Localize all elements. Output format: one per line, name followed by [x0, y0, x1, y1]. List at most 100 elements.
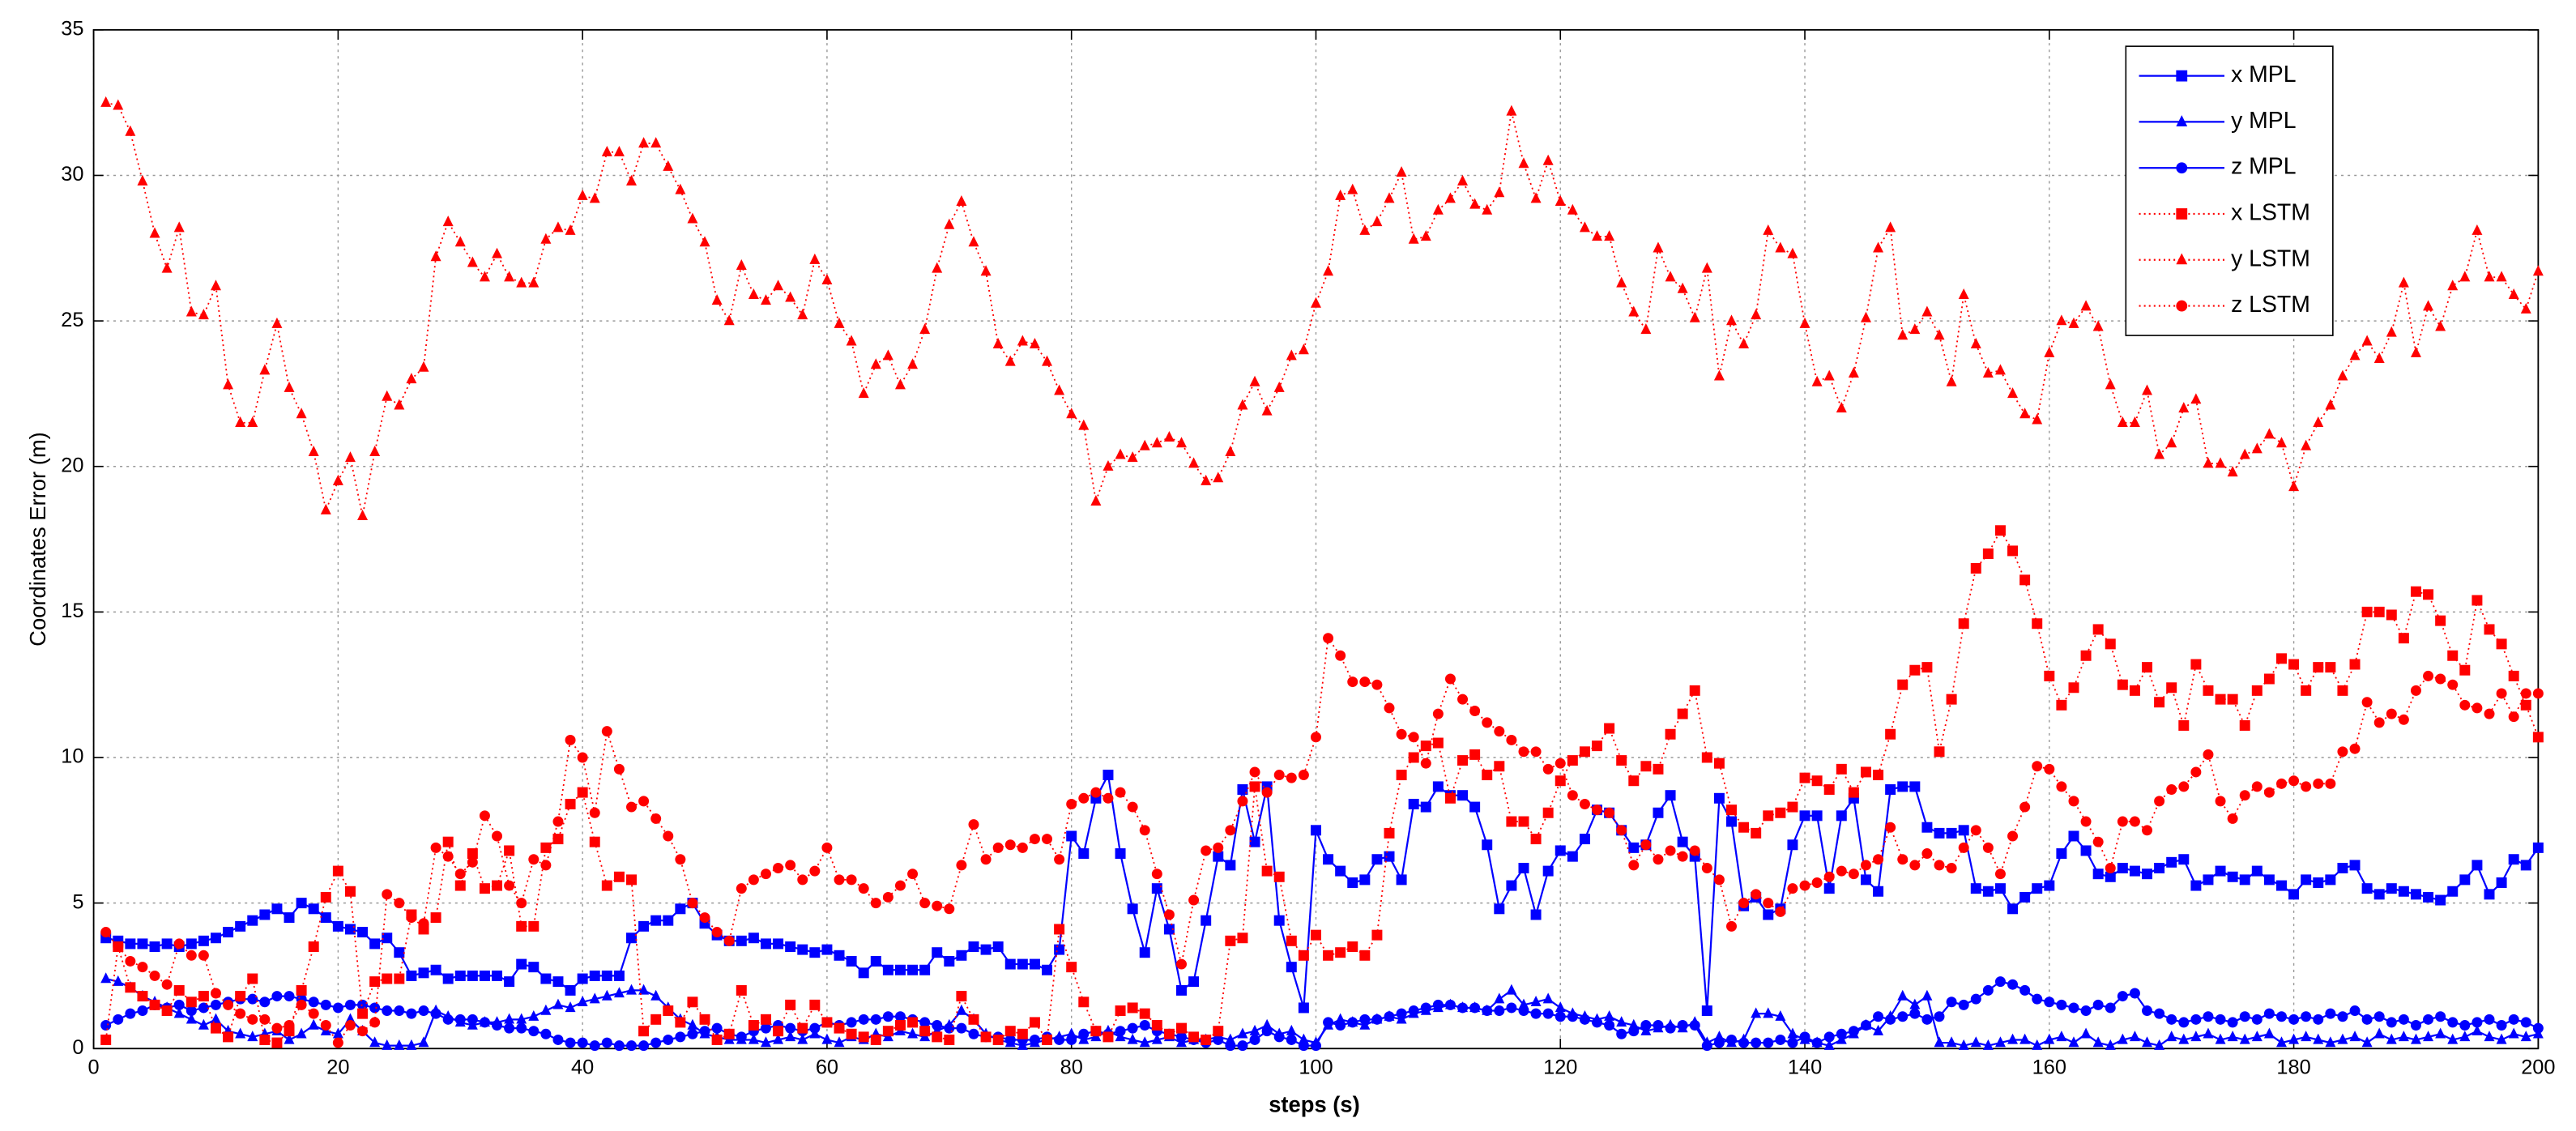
data-point [1934, 329, 1945, 340]
data-point [2166, 437, 2177, 448]
data-point [1494, 761, 1505, 772]
data-point [1078, 997, 1090, 1008]
data-point [1151, 883, 1162, 894]
data-point [173, 984, 185, 996]
data-point [1139, 825, 1150, 836]
data-point [2105, 1039, 2116, 1050]
data-point [2019, 801, 2031, 813]
data-point [699, 1026, 710, 1037]
data-point [638, 984, 650, 995]
data-point [382, 1005, 393, 1017]
data-point [577, 189, 588, 200]
data-point [2276, 1011, 2287, 1022]
data-point [394, 1039, 405, 1050]
data-point [2361, 1036, 2373, 1048]
data-point [528, 962, 540, 973]
data-point [650, 989, 662, 1001]
data-point [760, 869, 771, 880]
data-point [2105, 863, 2116, 874]
data-point [1542, 763, 1554, 775]
data-point [1811, 375, 1823, 386]
data-point [1799, 317, 1810, 328]
data-point [1604, 1020, 1615, 1031]
data-point [1713, 758, 1725, 769]
data-point [149, 999, 160, 1010]
data-point [2398, 714, 2409, 725]
data-point [663, 160, 674, 171]
data-point [1946, 1036, 1957, 1048]
data-point [320, 1020, 331, 1031]
data-point [1689, 845, 1700, 856]
data-point [394, 973, 405, 984]
data-point [1347, 877, 1358, 888]
data-point [2154, 1008, 2165, 1019]
data-point [1738, 338, 1750, 349]
data-point [430, 964, 441, 975]
data-point [259, 1014, 271, 1025]
data-point [1213, 851, 1224, 862]
data-point [589, 807, 600, 818]
data-point [1653, 1020, 1664, 1031]
data-point [1811, 775, 1823, 787]
data-point [1775, 241, 1786, 253]
data-point [626, 801, 637, 813]
data-point [2044, 670, 2055, 681]
data-point [1017, 842, 1028, 853]
data-point [1555, 758, 1566, 769]
data-point [1371, 854, 1383, 865]
data-point [956, 950, 967, 961]
data-point [944, 1022, 955, 1034]
data-point [1225, 445, 1236, 456]
data-point [907, 1027, 919, 1039]
data-point [1249, 375, 1260, 386]
data-point [2423, 589, 2434, 600]
legend-label: x LSTM [2231, 199, 2310, 225]
data-point [1897, 854, 1909, 865]
data-point [2508, 288, 2519, 299]
data-point [956, 1022, 967, 1034]
data-point [907, 1017, 919, 1028]
data-point [1213, 472, 1224, 483]
data-point [2508, 711, 2519, 723]
data-point [125, 938, 136, 950]
legend-label: z MPL [2231, 154, 2296, 180]
data-point [1787, 247, 1798, 258]
data-point [369, 976, 381, 988]
data-point [1787, 801, 1798, 813]
data-point [1885, 784, 1896, 796]
data-point [1298, 770, 1309, 781]
data-point [198, 1018, 209, 1030]
data-point [2154, 697, 2165, 708]
data-point [235, 991, 246, 1002]
data-point [406, 1039, 417, 1050]
data-point [1310, 825, 1321, 836]
data-point [858, 883, 869, 894]
data-point [1885, 221, 1896, 233]
data-point [1286, 1024, 1297, 1035]
data-point [650, 137, 662, 148]
data-point [1029, 338, 1040, 349]
data-point [320, 999, 331, 1010]
data-point [2325, 1036, 2336, 1048]
data-point [1323, 633, 1334, 644]
data-point [1359, 950, 1371, 961]
data-point [2288, 775, 2300, 787]
data-point [186, 1005, 197, 1017]
data-point [2472, 1017, 2483, 1028]
data-point [2056, 848, 2067, 860]
data-point [2459, 271, 2471, 282]
data-point [1921, 822, 1933, 833]
data-point [1921, 662, 1933, 673]
data-point [1115, 448, 1126, 459]
data-point [723, 1028, 735, 1039]
data-point [1628, 1026, 1640, 1037]
data-point [2019, 984, 2031, 996]
data-point [1127, 1022, 1138, 1034]
data-point [2117, 679, 2128, 690]
data-point [1286, 935, 1297, 946]
data-point [2166, 682, 2177, 694]
x-tick-label: 20 [326, 1056, 349, 1078]
data-point [699, 912, 710, 924]
data-point [785, 1031, 796, 1042]
data-point [785, 291, 796, 302]
